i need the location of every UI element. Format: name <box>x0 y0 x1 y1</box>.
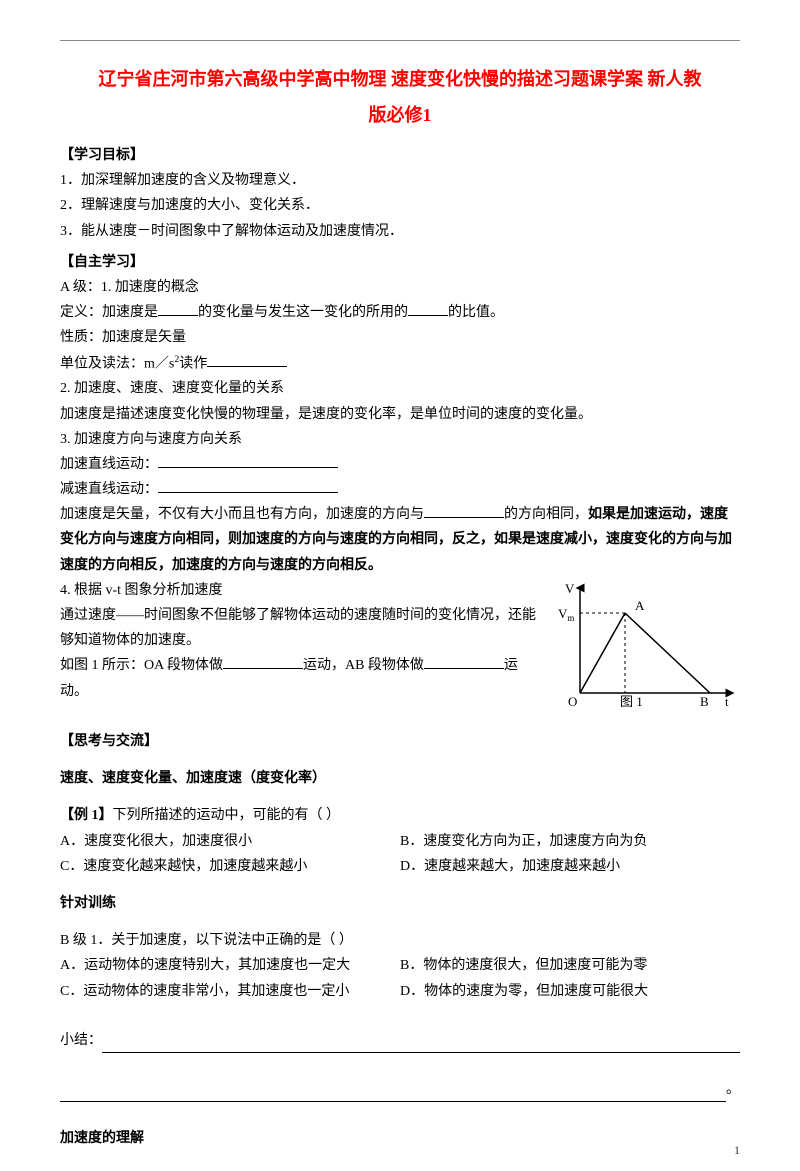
a3-explain: 加速度是矢量，不仅有大小而且也有方向，加速度的方向与的方向相同，如果是加速运动，… <box>60 502 740 578</box>
origin-label: O <box>568 694 577 708</box>
q1-choice-c: C．运动物体的速度非常小，其加速度也一定小 <box>60 979 400 1004</box>
doc-title-line1: 辽宁省庄河市第六高级中学高中物理 速度变化快慢的描述习题课学案 新人教 <box>60 61 740 97</box>
doc-title-line2: 版必修1 <box>60 97 740 133</box>
a1-nature: 性质：加速度是矢量 <box>60 325 740 350</box>
blank <box>158 479 338 493</box>
q1-choices: A．运动物体的速度特别大，其加速度也一定大 B．物体的速度很大，但加速度可能为零 <box>60 953 740 978</box>
a4-p2-pre: 如图 1 所示：OA 段物体做 <box>60 658 223 673</box>
blank <box>424 655 504 669</box>
blank <box>424 504 504 518</box>
a3-head: 3. 加速度方向与速度方向关系 <box>60 427 740 452</box>
objective-item: 1．加深理解加速度的含义及物理意义． <box>60 168 740 193</box>
top-divider <box>60 40 740 41</box>
a3-acc-pre: 加速直线运动： <box>60 457 158 472</box>
objectives-head: 【学习目标】 <box>60 143 740 168</box>
think-sub: 速度、速度变化量、加速度速（度变化率） <box>60 766 740 791</box>
bottom-section: 加速度的理解 <box>60 1126 740 1151</box>
a2-text: 加速度是描述速度变化快慢的物理量，是速度的变化率，是单位时间的速度的变化量。 <box>60 402 740 427</box>
summary-period: 。 <box>726 1077 740 1102</box>
objective-item: 3．能从速度－时间图象中了解物体运动及加速度情况． <box>60 219 740 244</box>
caption-label: 图 1 <box>620 694 643 708</box>
q1-choice-d: D．物体的速度为零，但加速度可能很大 <box>400 979 740 1004</box>
practice-head: 针对训练 <box>60 891 740 916</box>
peak-label: A <box>635 598 645 613</box>
practice-q1: B 级 1．关于加速度，以下说法中正确的是（ ） <box>60 928 740 953</box>
ex1-choices-2: C．速度变化越来越快，加速度越来越小 D．速度越来越大，加速度越来越小 <box>60 854 740 879</box>
ex1-head: 【例 1】 <box>60 808 113 823</box>
a1-head: A 级：1. 加速度的概念 <box>60 275 740 300</box>
a3-dec-pre: 减速直线运动： <box>60 482 158 497</box>
a4-p2-mid: 运动，AB 段物体做 <box>303 658 424 673</box>
q1-choices-2: C．运动物体的速度非常小，其加速度也一定小 D．物体的速度为零，但加速度可能很大 <box>60 979 740 1004</box>
ex1-choices: A．速度变化很大，加速度很小 B．速度变化方向为正，加速度方向为负 <box>60 829 740 854</box>
blank <box>158 302 198 316</box>
ex1-q: 下列所描述的运动中，可能的有（ ） <box>113 808 341 823</box>
a1-def-mid: 的变化量与发生这一变化的所用的 <box>198 305 408 320</box>
blank <box>158 454 338 468</box>
a1-def-pre: 定义：加速度是 <box>60 305 158 320</box>
summary-row: 小结： <box>60 1028 740 1053</box>
vt-graph-svg: V Vm A O 图 1 B t <box>550 578 740 708</box>
vt-diagram: V Vm A O 图 1 B t <box>550 578 740 717</box>
summary-blank <box>102 1036 740 1053</box>
ex1-choice-a: A．速度变化很大，加速度很小 <box>60 829 400 854</box>
example1: 【例 1】下列所描述的运动中，可能的有（ ） <box>60 803 740 828</box>
a3-p1-post: 的方向相同， <box>504 507 588 522</box>
objective-item: 2．理解速度与加速度的大小、变化关系． <box>60 193 740 218</box>
blank <box>223 655 303 669</box>
q1-choice-a: A．运动物体的速度特别大，其加速度也一定大 <box>60 953 400 978</box>
selfstudy-head: 【自主学习】 <box>60 250 740 275</box>
x-label: t <box>725 694 729 708</box>
a1-def-post: 的比值。 <box>448 305 504 320</box>
ex1-choice-d: D．速度越来越大，加速度越来越小 <box>400 854 740 879</box>
b-label: B <box>700 694 709 708</box>
a1-unit: 单位及读法：m／s2读作 <box>60 351 740 377</box>
think-head: 【思考与交流】 <box>60 729 740 754</box>
a1-unit-pre: 单位及读法：m／s <box>60 356 174 371</box>
a2-head: 2. 加速度、速度、速度变化量的关系 <box>60 376 740 401</box>
summary-line2: 。 <box>60 1077 740 1102</box>
y-label: V <box>565 581 575 596</box>
vm-label: Vm <box>558 606 574 623</box>
a1-unit-post: 读作 <box>179 356 207 371</box>
oa-segment <box>580 613 625 693</box>
blank <box>408 302 448 316</box>
page-number: 1 <box>734 1140 740 1162</box>
a1-definition: 定义：加速度是 的变化量与发生这一变化的所用的 的比值。 <box>60 300 740 325</box>
a3-acc: 加速直线运动： <box>60 452 740 477</box>
ex1-choice-c: C．速度变化越来越快，加速度越来越小 <box>60 854 400 879</box>
blank <box>207 353 287 367</box>
ex1-choice-b: B．速度变化方向为正，加速度方向为负 <box>400 829 740 854</box>
ab-segment <box>625 613 710 693</box>
a3-dec: 减速直线运动： <box>60 477 740 502</box>
a3-p1-pre: 加速度是矢量，不仅有大小而且也有方向，加速度的方向与 <box>60 507 424 522</box>
q1-choice-b: B．物体的速度很大，但加速度可能为零 <box>400 953 740 978</box>
summary-blank <box>60 1085 726 1102</box>
summary-label: 小结： <box>60 1028 102 1053</box>
